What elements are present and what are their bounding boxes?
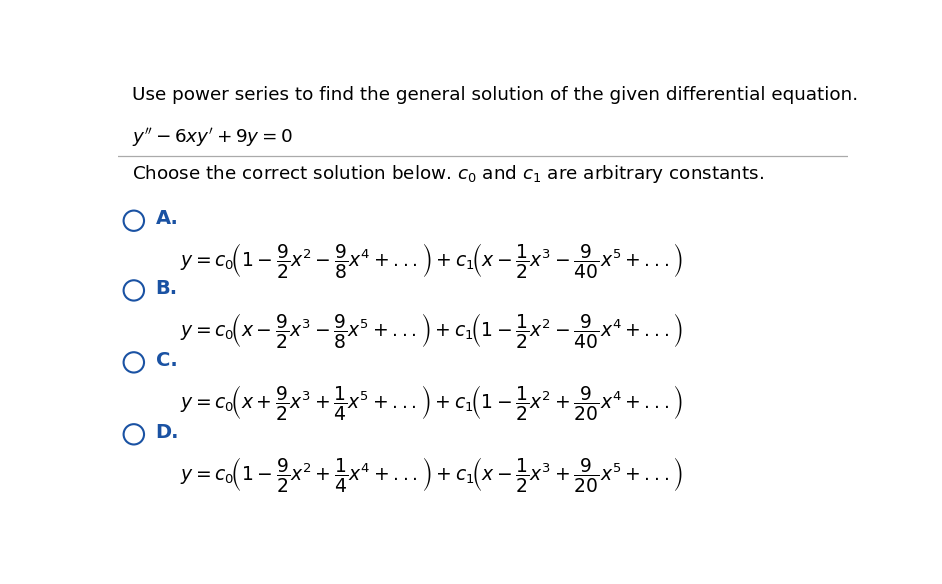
Text: D.: D. — [155, 423, 179, 442]
Text: $y = c_0\!\left(x - \dfrac{9}{2}x^3 - \dfrac{9}{8}x^5 + ...\right) + c_1\!\left(: $y = c_0\!\left(x - \dfrac{9}{2}x^3 - \d… — [180, 311, 683, 350]
Text: Choose the correct solution below. $c_0$ and $c_1$ are arbitrary constants.: Choose the correct solution below. $c_0$… — [132, 163, 764, 185]
Text: $y'' - 6xy' + 9y = 0$: $y'' - 6xy' + 9y = 0$ — [132, 126, 293, 150]
Text: B.: B. — [155, 279, 178, 298]
Text: C.: C. — [155, 350, 177, 370]
Text: Use power series to find the general solution of the given differential equation: Use power series to find the general sol… — [132, 86, 858, 104]
Text: A.: A. — [155, 209, 179, 228]
Text: $y = c_0\!\left(x + \dfrac{9}{2}x^3 + \dfrac{1}{4}x^5 + ...\right) + c_1\!\left(: $y = c_0\!\left(x + \dfrac{9}{2}x^3 + \d… — [180, 383, 683, 422]
Text: $y = c_0\!\left(1 - \dfrac{9}{2}x^2 - \dfrac{9}{8}x^4 + ...\right) + c_1\!\left(: $y = c_0\!\left(1 - \dfrac{9}{2}x^2 - \d… — [180, 241, 683, 280]
Text: $y = c_0\!\left(1 - \dfrac{9}{2}x^2 + \dfrac{1}{4}x^4 + ...\right) + c_1\!\left(: $y = c_0\!\left(1 - \dfrac{9}{2}x^2 + \d… — [180, 454, 683, 493]
